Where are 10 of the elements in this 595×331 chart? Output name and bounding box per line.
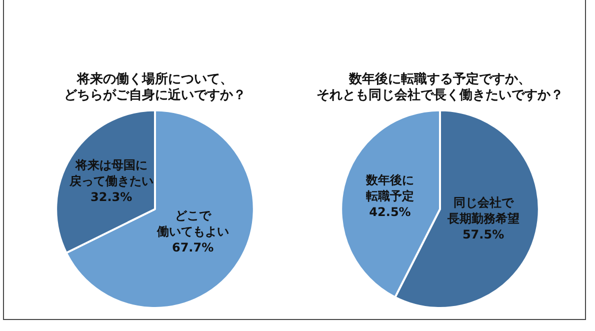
data-label: 42.5% [369,205,411,220]
slice-label: 数年後に転職予定 [364,173,414,204]
chart-title: 将来の働く場所について、どちらがご自身に近いですか？ [64,71,246,103]
slice-label: 将来は母国に戻って働きたい [68,158,154,188]
data-label: 57.5% [462,228,504,242]
slice-label: 同じ会社で長期勤務希望 [446,196,520,226]
data-label: 32.3% [90,190,132,204]
slice-label: どこで働いてもよい [156,208,229,239]
data-label: 67.7% [172,240,214,255]
chart-title: 数年後に転職する予定ですか、それとも同じ会社で長く働きたいですか？ [316,71,564,103]
